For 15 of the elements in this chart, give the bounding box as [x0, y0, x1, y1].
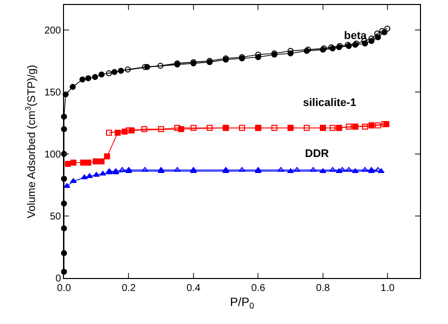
x-tick-label: 0.0 — [57, 283, 72, 294]
x-tick-label: 0.2 — [122, 283, 136, 294]
annotation: beta — [344, 30, 368, 42]
x-tick-label: 1.0 — [380, 283, 396, 294]
y-tick-label: 100 — [44, 149, 62, 160]
x-axis-title: P/P$_{0}$ — [230, 294, 254, 310]
y-tick-label: 50 — [50, 211, 62, 222]
x-tick-label: 0.8 — [316, 283, 330, 294]
annotation: silicalite-1 — [303, 97, 356, 109]
annotation: DDR — [305, 148, 329, 160]
x-tick-label: 0.4 — [186, 283, 201, 294]
x-tick-label: 0.6 — [251, 283, 266, 294]
y-tick-label: 0 — [55, 274, 62, 284]
y-tick-label: 200 — [44, 25, 62, 36]
y-tick-label: 150 — [44, 87, 62, 98]
